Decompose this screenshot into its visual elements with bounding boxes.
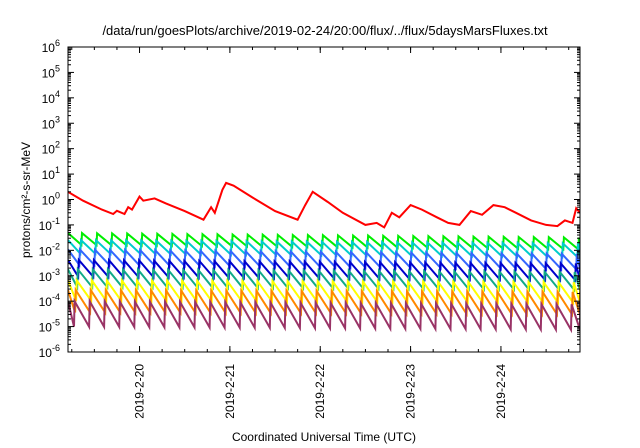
series-line-5 xyxy=(68,266,580,293)
series-layer xyxy=(68,181,580,334)
y-tick-label: 10-6 xyxy=(39,343,60,360)
ticks-layer: 10-6 10-5 10-4 10-3 10-2 10-1 100 101 102 103 104 1… xyxy=(39,38,580,419)
x-tick-label: 2019-2-23 xyxy=(404,364,418,419)
y-tick-label: 106 xyxy=(42,38,60,55)
series-line-0 xyxy=(68,181,580,229)
series-line-7 xyxy=(68,286,580,318)
x-axis-label: Coordinated Universal Time (UTC) xyxy=(232,430,416,444)
x-tick-label: 2019-2-24 xyxy=(494,364,508,419)
y-tick-label: 10-1 xyxy=(39,216,60,233)
y-tick-label: 10-5 xyxy=(39,318,60,335)
y-tick-label: 101 xyxy=(42,165,60,182)
chart-title: /data/run/goesPlots/archive/2019-02-24/2… xyxy=(102,23,548,38)
y-tick-label: 10-3 xyxy=(39,267,60,284)
y-tick-label: 10-2 xyxy=(39,241,60,258)
x-tick-label: 2019-2-21 xyxy=(223,364,237,419)
y-tick-label: 102 xyxy=(42,140,60,157)
y-tick-label: 105 xyxy=(42,63,60,80)
y-tick-label: 103 xyxy=(42,114,60,131)
x-tick-label: 2019-2-20 xyxy=(133,364,147,419)
x-tick-label: 2019-2-22 xyxy=(313,364,327,419)
y-tick-label: 104 xyxy=(42,89,60,106)
series-line-8 xyxy=(68,297,580,334)
y-axis-label: protons/cm²-s-sr-MeV xyxy=(19,142,33,258)
y-tick-label: 100 xyxy=(42,191,60,208)
y-tick-label: 10-4 xyxy=(39,292,60,309)
